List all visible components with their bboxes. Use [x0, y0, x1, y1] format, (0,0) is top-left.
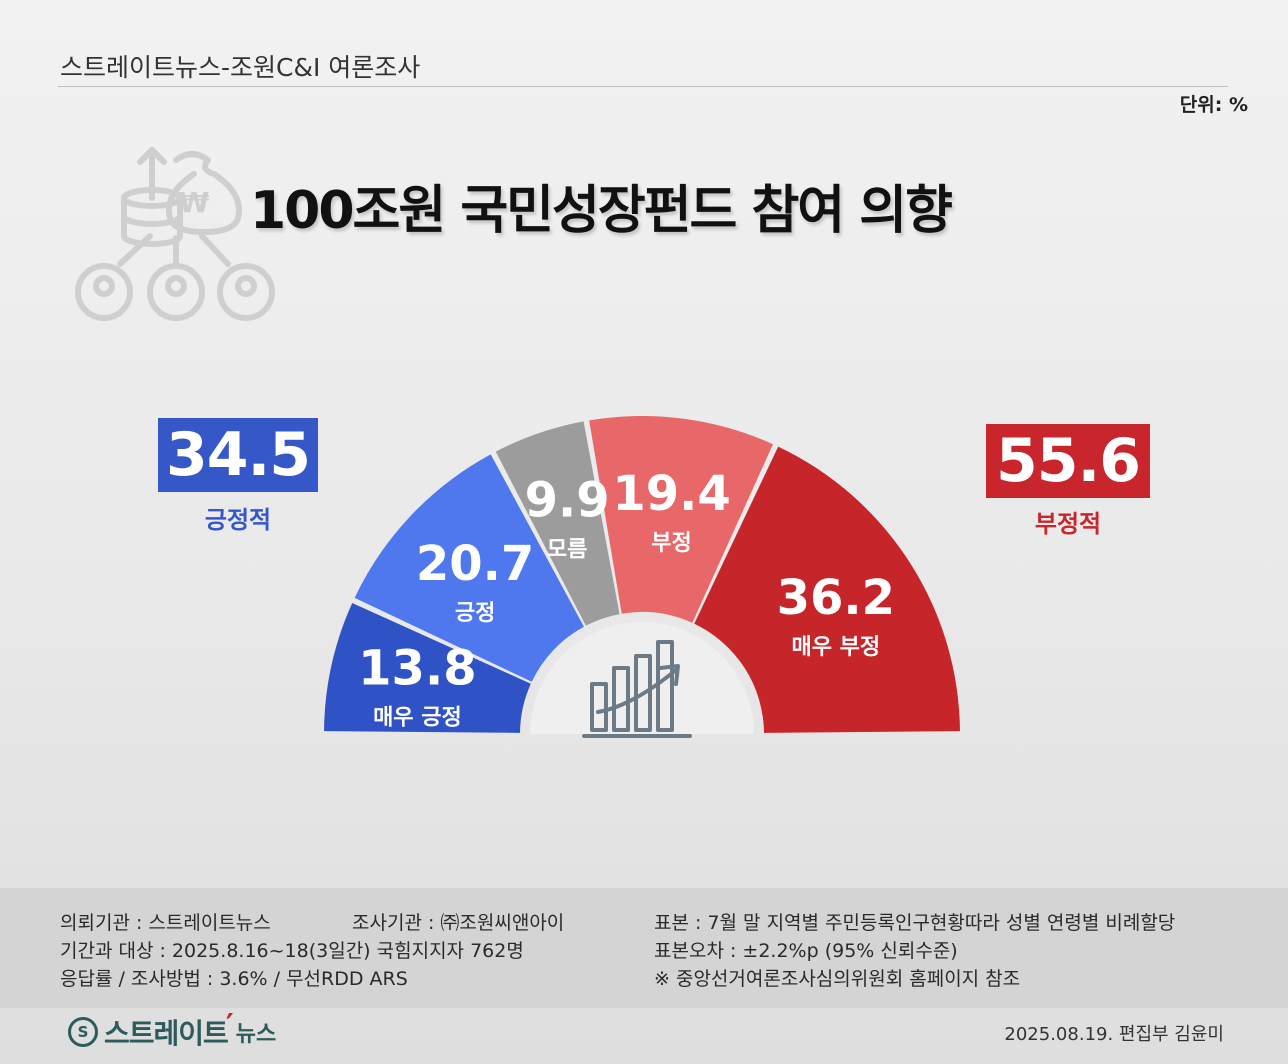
slice-value-label: 9.9: [525, 473, 610, 529]
slice-category-label: 긍정: [455, 601, 495, 626]
slice-1: [324, 603, 531, 733]
date-credit: 2025.08.19. 편집부 김윤미: [1004, 1024, 1224, 1045]
error-info: 표본오차 : ±2.2%p (95% 신뢰수준): [654, 940, 958, 962]
slice-value-label: 19.4: [612, 466, 730, 522]
slice-category-label: 모름: [547, 538, 587, 563]
logo-mark-icon: S: [68, 1017, 98, 1047]
negative-total-label: 부정적: [1034, 510, 1102, 538]
agency-info: 조사기관 : ㈜조원씨앤아이: [352, 912, 565, 934]
header-divider: [58, 86, 1228, 87]
svg-text:₩: ₩: [179, 186, 210, 219]
positive-total-value: 34.5: [158, 418, 318, 492]
method-info: 응답률 / 조사방법 : 3.6% / 무선RDD ARS: [60, 968, 408, 990]
slice-value-label: 13.8: [358, 641, 476, 697]
slice-category-label: 매우 부정: [791, 635, 880, 660]
logo-sub: 뉴스: [235, 1022, 277, 1047]
fund-investment-icon: ₩: [75, 147, 275, 321]
logo-name: 스트레이트: [104, 1017, 229, 1050]
negative-total-value: 55.6: [986, 424, 1150, 498]
slice-category-label: 부정: [651, 531, 691, 556]
methodology-footer: 의뢰기관 : 스트레이트뉴스 조사기관 : ㈜조원씨앤아이 기간과 대상 : 2…: [0, 888, 1288, 1008]
survey-source-header: 스트레이트뉴스-조원C&I 여론조사: [60, 53, 421, 82]
period-info: 기간과 대상 : 2025.8.16~18(3일간) 국힘지지자 762명: [60, 940, 524, 962]
sample-info: 표본 : 7월 말 지역별 주민등록인구현황따라 성별 연령별 비례할당: [654, 912, 1176, 934]
slice-category-label: 매우 긍정: [373, 706, 462, 731]
growth-chart-icon: [530, 622, 754, 738]
brand-logo: S 스트레이트 ′ 뉴스: [68, 1008, 277, 1050]
reference-note: ※ 중앙선거여론조사심의위원회 홈페이지 참조: [654, 968, 1021, 990]
unit-label: 단위: %: [1179, 94, 1248, 116]
positive-total-label: 긍정적: [204, 506, 272, 534]
slice-2: [354, 454, 584, 682]
slice-4: [589, 416, 773, 623]
slice-3: [495, 421, 620, 626]
chart-title: 100조원 국민성장펀드 참여 의향: [250, 181, 953, 241]
slice-value-label: 36.2: [777, 570, 895, 626]
logo-accent-mark: ′: [225, 1007, 234, 1043]
slice-value-label: 20.7: [416, 536, 534, 592]
slice-5: [694, 446, 960, 733]
client-info: 의뢰기관 : 스트레이트뉴스: [60, 912, 271, 934]
